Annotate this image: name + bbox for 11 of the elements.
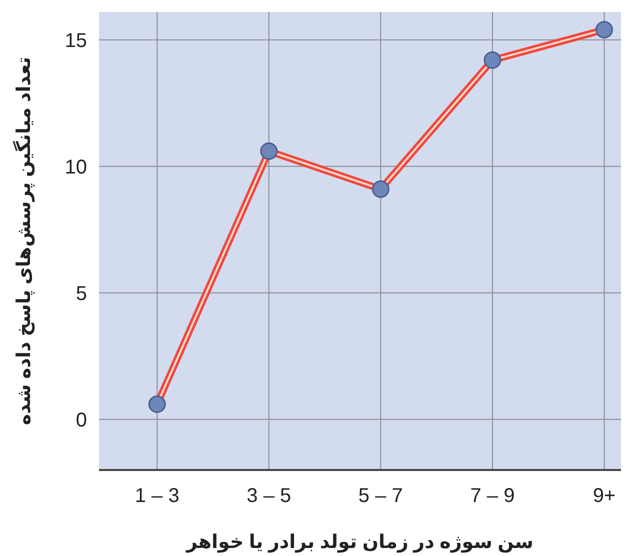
x-tick-label: 7 – 9 [470,485,515,507]
y-tick-label: 5 [76,282,87,305]
x-axis-title: سن سوژه در زمان تولد برادر یا خواهر [186,532,534,553]
x-tick-label: 1 – 3 [134,485,180,507]
x-tick-label: 9+ [592,485,616,507]
x-tick-label: 5 – 7 [358,485,403,507]
x-tick-label: 3 – 5 [246,485,292,507]
y-axis-title: تعداد میانگین پرسش‌های پاسخ داده شده [12,56,35,426]
y-tick-label: 0 [76,409,87,432]
y-tick-label: 10 [64,156,87,178]
y-tick-label: 15 [64,30,87,52]
